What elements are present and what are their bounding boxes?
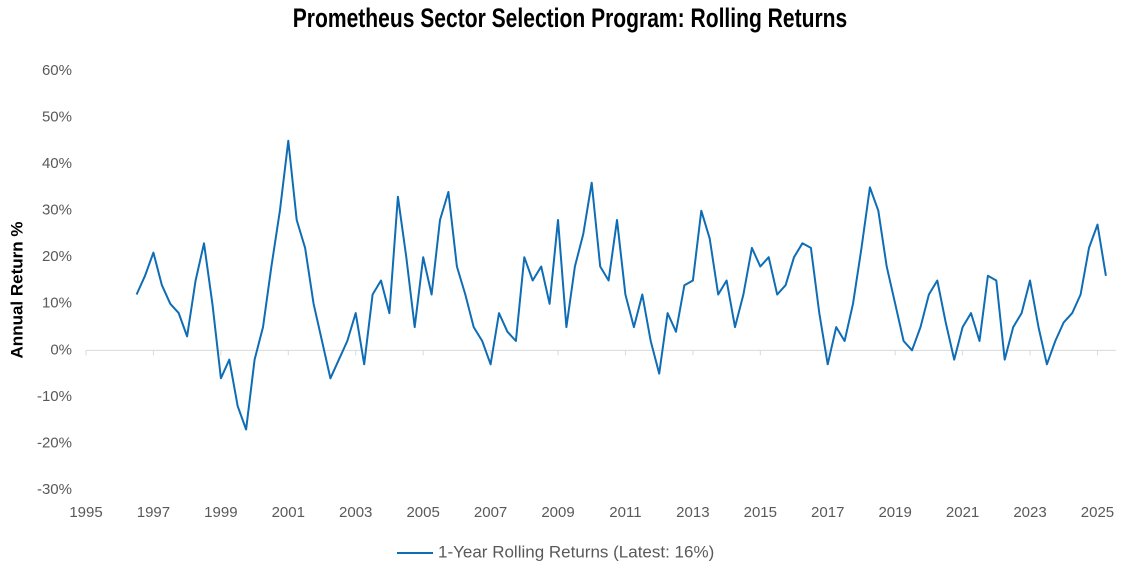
y-axis-label: Annual Return %	[7, 222, 26, 359]
x-tick-label: 2013	[676, 504, 709, 521]
x-tick-label: 2007	[474, 504, 507, 521]
x-tick-label: 2025	[1081, 504, 1114, 521]
x-tick-label: 2023	[1013, 504, 1046, 521]
y-tick-label: 30%	[42, 202, 72, 219]
x-tick-label: 2005	[406, 504, 439, 521]
x-tick-label: 2017	[811, 504, 844, 521]
legend-label: 1-Year Rolling Returns (Latest: 16%)	[438, 542, 714, 561]
x-tick-label: 2009	[541, 504, 574, 521]
x-tick-label: 2021	[946, 504, 979, 521]
y-tick-label: -30%	[37, 481, 72, 498]
chart-title: Prometheus Sector Selection Program: Rol…	[293, 4, 847, 34]
y-tick-label: 40%	[42, 155, 72, 172]
x-tick-label: 1995	[69, 504, 102, 521]
x-tick-label: 2019	[878, 504, 911, 521]
y-tick-label: -10%	[37, 388, 72, 405]
y-tick-label: 10%	[42, 295, 72, 312]
y-tick-label: -20%	[37, 434, 72, 451]
x-tick-label: 2015	[744, 504, 777, 521]
y-tick-label: 0%	[50, 341, 72, 358]
y-tick-label: 20%	[42, 248, 72, 265]
series-line	[135, 139, 1107, 431]
y-tick-label: 50%	[42, 109, 72, 126]
x-tick-label: 1999	[204, 504, 237, 521]
x-tick-label: 2001	[272, 504, 305, 521]
x-tick-label: 1997	[137, 504, 170, 521]
x-tick-label: 2011	[609, 504, 641, 521]
y-tick-label: 60%	[42, 62, 72, 79]
x-tick-label: 2003	[339, 504, 372, 521]
